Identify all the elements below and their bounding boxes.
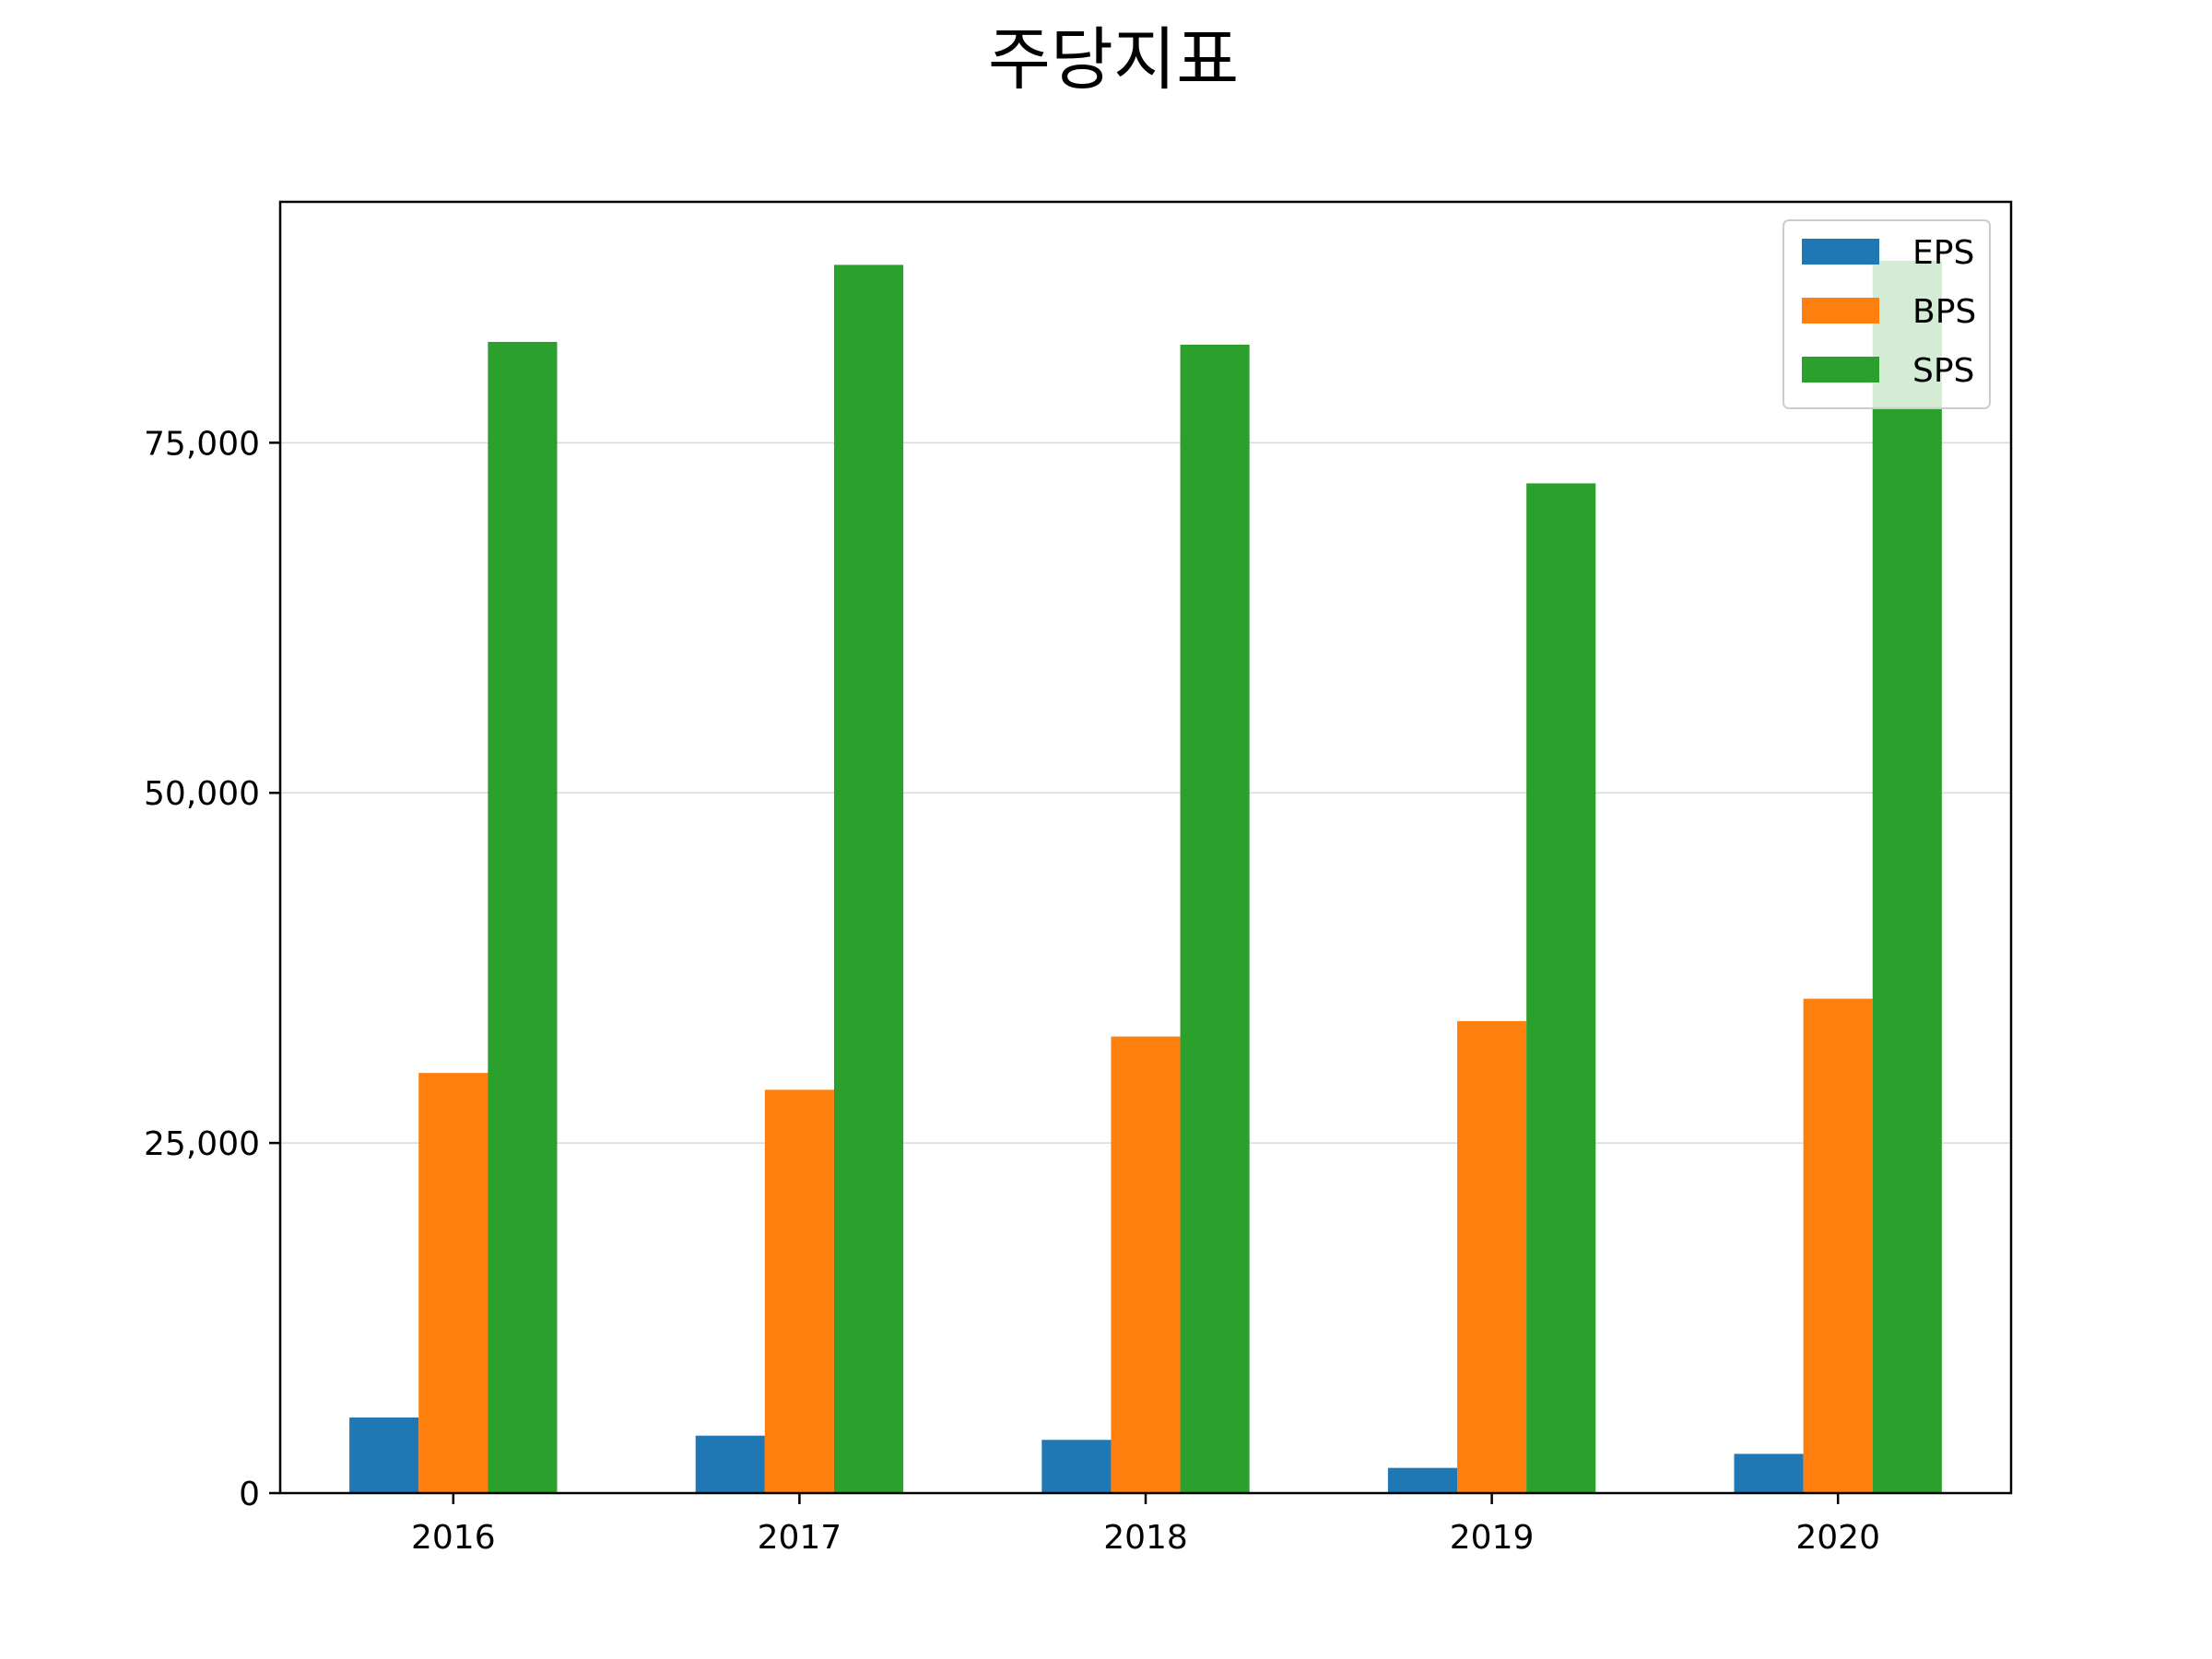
legend-label-sps: SPS bbox=[1912, 352, 1974, 390]
y-tick-label: 75,000 bbox=[144, 425, 260, 463]
legend-swatch-bps bbox=[1802, 298, 1879, 324]
legend-swatch-eps bbox=[1802, 239, 1879, 265]
legend: EPS BPS SPS bbox=[1783, 219, 1991, 409]
legend-label-bps: BPS bbox=[1912, 293, 1976, 331]
y-tick-label: 0 bbox=[239, 1476, 260, 1513]
bar-sps-2019 bbox=[1526, 483, 1596, 1493]
bar-eps-2019 bbox=[1387, 1467, 1458, 1493]
y-axis: 0 25,000 50,000 75,000 bbox=[144, 425, 280, 1513]
bar-eps-2016 bbox=[349, 1417, 419, 1493]
bar-bps-2016 bbox=[418, 1073, 488, 1493]
bar-eps-2017 bbox=[695, 1435, 765, 1493]
x-tick-label: 2017 bbox=[758, 1519, 842, 1557]
y-tick-label: 25,000 bbox=[144, 1125, 260, 1163]
chart-title: 주당지표 bbox=[988, 20, 1239, 100]
x-tick-label: 2020 bbox=[1795, 1519, 1880, 1557]
bar-eps-2018 bbox=[1041, 1440, 1112, 1493]
x-tick-label: 2019 bbox=[1450, 1519, 1535, 1557]
x-tick-label: 2016 bbox=[411, 1519, 496, 1557]
legend-label-eps: EPS bbox=[1912, 234, 1974, 272]
bar-sps-2018 bbox=[1180, 344, 1250, 1493]
bars bbox=[349, 260, 1942, 1493]
legend-swatch-sps bbox=[1802, 357, 1879, 382]
bar-bps-2018 bbox=[1111, 1036, 1181, 1493]
y-tick-label: 50,000 bbox=[144, 775, 260, 813]
bar-bps-2017 bbox=[764, 1089, 834, 1493]
x-axis: 2016 2017 2018 2019 2020 bbox=[411, 1493, 1880, 1557]
bar-sps-2016 bbox=[488, 341, 558, 1493]
bar-sps-2017 bbox=[833, 265, 904, 1493]
bar-bps-2020 bbox=[1803, 998, 1873, 1493]
bar-eps-2020 bbox=[1734, 1453, 1804, 1493]
bar-bps-2019 bbox=[1457, 1020, 1527, 1493]
x-tick-label: 2018 bbox=[1103, 1519, 1188, 1557]
bar-sps-2020 bbox=[1872, 260, 1942, 1493]
